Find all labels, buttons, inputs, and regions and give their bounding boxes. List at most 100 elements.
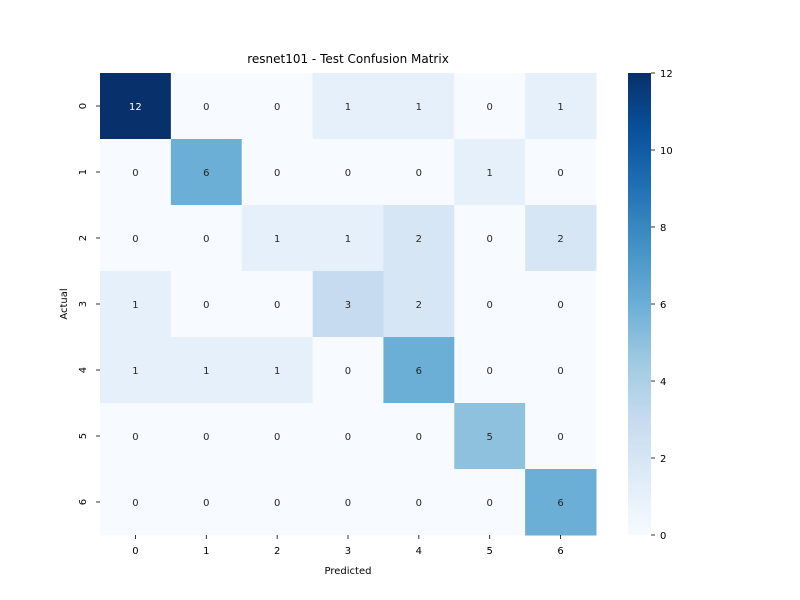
heatmap-cell [100,469,172,536]
heatmap-cell [312,337,384,404]
colorbar-axis: 0 2 4 6 8 10 12 [651,69,673,542]
heatmap-cell [312,271,384,338]
cell-value-label: 0 [203,300,209,311]
cell-value-label: 0 [132,234,138,245]
cell-value-label: 0 [132,432,138,443]
cell-value-label: 1 [203,366,209,377]
colorbar-tick-label: 0 [660,531,666,542]
colorbar [628,73,651,535]
cell-value-label: 1 [132,366,138,377]
cell-value-label: 2 [416,300,422,311]
cell-value-label: 6 [416,366,422,377]
colorbar-tick-label: 10 [660,146,673,157]
y-tick-label: 0 [78,103,89,109]
cell-value-label: 1 [274,234,280,245]
cell-value-label: 0 [345,366,351,377]
heatmap-cell [100,73,172,140]
heatmap-cell [454,403,526,470]
x-tick-label: 2 [274,546,280,557]
heatmap-cell [170,139,243,206]
heatmap-cell [383,205,455,272]
cell-value-label: 0 [487,366,493,377]
heatmap-cell [170,271,243,338]
heatmap-cell [100,403,172,470]
cell-value-label: 0 [274,432,280,443]
cell-value-label: 0 [203,234,209,245]
cell-value-label: 0 [345,498,351,509]
cell-value-label: 1 [416,102,422,113]
heatmap-cell [525,73,597,140]
heatmap-cell [241,73,314,140]
cell-value-label: 0 [557,168,563,179]
heatmap-cell [100,205,172,272]
heatmap-cell [454,337,526,404]
heatmap-cell [454,139,526,206]
heatmap-cell [454,73,526,140]
y-axis: 0 1 2 3 4 5 6 [78,103,100,505]
cell-value-label: 1 [487,168,493,179]
cell-value-label: 3 [345,300,351,311]
x-tick-label: 4 [416,546,422,557]
heatmap-cell [241,205,314,272]
heatmap-cell [383,337,455,404]
cell-value-label: 6 [203,168,209,179]
heatmap-cell [312,139,384,206]
x-tick-label: 0 [132,546,138,557]
y-tick-label: 5 [78,433,89,439]
heatmap-cell [383,403,455,470]
cell-value-label: 0 [345,168,351,179]
heatmap-cell [383,139,455,206]
heatmap-cells [100,73,597,536]
cell-value-label: 6 [557,498,563,509]
heatmap-cell [312,205,384,272]
heatmap-cell [241,469,314,536]
cell-value-label: 0 [487,498,493,509]
y-axis-label: Actual [59,288,70,319]
heatmap-cell [170,73,243,140]
cell-value-label: 0 [345,432,351,443]
heatmap-cell [100,337,172,404]
y-tick-label: 1 [78,169,89,175]
cell-value-label: 0 [132,168,138,179]
heatmap-cell [383,469,455,536]
x-tick-label: 1 [203,546,209,557]
heatmap-annotations: 12 0 0 1 1 0 10 6 0 0 0 1 00 0 1 1 2 0 21 0 0 3 2 0 01 1 1 0 6 0 00 0 0 0… [129,102,564,509]
cell-value-label: 0 [487,102,493,113]
heatmap-cell [100,139,172,206]
heatmap-cell [170,403,243,470]
cell-value-label: 5 [487,432,493,443]
cell-value-label: 0 [274,300,280,311]
heatmap-cell [170,205,243,272]
x-axis: 0 1 2 3 4 5 6 [132,535,564,557]
heatmap-cell [454,271,526,338]
cell-value-label: 0 [132,498,138,509]
cell-value-label: 0 [557,300,563,311]
cell-value-label: 1 [345,234,351,245]
cell-value-label: 2 [557,234,563,245]
cell-value-label: 0 [274,498,280,509]
cell-value-label: 12 [129,102,142,113]
cell-value-label: 0 [557,432,563,443]
heatmap-cell [170,469,243,536]
cell-value-label: 1 [557,102,563,113]
cell-value-label: 0 [203,432,209,443]
x-tick-label: 5 [487,546,493,557]
cell-value-label: 0 [274,102,280,113]
y-tick-label: 6 [78,499,89,505]
heatmap-cell [241,403,314,470]
cell-value-label: 0 [203,498,209,509]
colorbar-tick-label: 8 [660,223,666,234]
heatmap-cell [241,139,314,206]
y-tick-label: 3 [78,301,89,307]
cell-value-label: 0 [274,168,280,179]
heatmap-cell [312,469,384,536]
chart-title: resnet101 - Test Confusion Matrix [247,52,449,66]
cell-value-label: 0 [203,102,209,113]
y-tick-label: 2 [78,235,89,241]
cell-value-label: 2 [416,234,422,245]
heatmap-cell [383,73,455,140]
colorbar-tick-label: 2 [660,454,666,465]
colorbar-tick-label: 4 [660,377,666,388]
x-tick-label: 3 [345,546,351,557]
cell-value-label: 0 [416,168,422,179]
